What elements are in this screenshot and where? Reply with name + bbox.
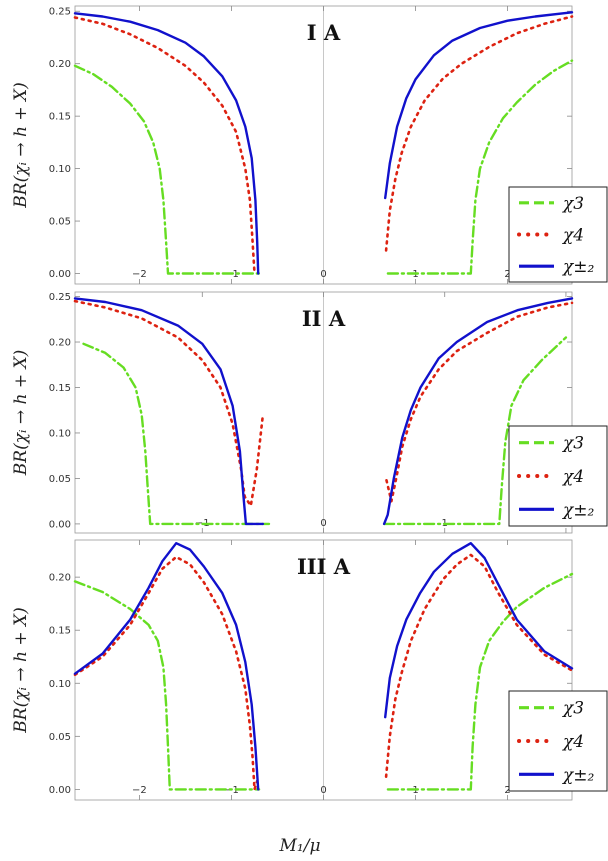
- y-tick-label: 0.00: [49, 785, 71, 796]
- y-tick-label: 0.20: [49, 573, 71, 584]
- y-tick-label: 0.00: [49, 269, 71, 280]
- y-tick-label: 0.20: [49, 59, 71, 70]
- series-line: [386, 59, 574, 275]
- panel-title: III A: [297, 554, 351, 579]
- series-line: [73, 297, 265, 526]
- x-tick-label: 0: [320, 785, 326, 796]
- y-axis-label: BR(χᵢ → h + X): [11, 82, 31, 208]
- series-line: [73, 299, 265, 507]
- legend-label: χ±₂: [562, 257, 595, 277]
- y-tick-label: 0.05: [49, 217, 71, 228]
- y-tick-label: 0.15: [49, 112, 71, 123]
- series-line: [384, 553, 574, 778]
- legend-label: χ±₂: [562, 500, 595, 520]
- series-line: [73, 555, 259, 791]
- x-tick-label: −2: [132, 785, 147, 796]
- x-tick-label: −2: [132, 269, 147, 280]
- legend: χ3 χ4 χ±₂: [508, 690, 608, 792]
- x-axis-label: M₁/μ: [279, 836, 321, 856]
- series-line: [386, 572, 574, 791]
- legend-label: χ3: [562, 194, 584, 214]
- x-tick-label: 0: [320, 518, 326, 529]
- series-line: [385, 301, 574, 503]
- series-line: [384, 11, 574, 200]
- series-line: [73, 64, 261, 275]
- x-tick-label: 2: [504, 269, 510, 280]
- panel-1: 0.000.050.100.150.200.25−2 −1 0 1 2I ABR(χᵢ …: [11, 5, 608, 285]
- series-line: [73, 542, 260, 791]
- panel-title: I A: [307, 20, 341, 45]
- y-tick-label: 0.00: [49, 519, 71, 530]
- y-tick-label: 0.25: [49, 7, 71, 18]
- y-tick-label: 0.20: [49, 338, 71, 349]
- series-line: [73, 580, 261, 791]
- legend: χ3 χ4 χ±₂: [508, 186, 608, 283]
- series-line: [382, 336, 568, 526]
- legend-label: χ3: [562, 699, 584, 719]
- series-line: [82, 342, 271, 526]
- series-line: [384, 15, 574, 252]
- y-tick-label: 0.10: [49, 164, 71, 175]
- series-line: [382, 297, 574, 526]
- legend: χ3 χ4 χ±₂: [508, 425, 608, 527]
- x-tick-label: 2: [504, 785, 510, 796]
- y-tick-label: 0.05: [49, 474, 71, 485]
- y-tick-label: 0.05: [49, 732, 71, 743]
- y-tick-label: 0.10: [49, 428, 71, 439]
- y-axis-label: BR(χᵢ → h + X): [11, 607, 31, 733]
- series-line: [384, 542, 574, 719]
- y-axis-label: BR(χᵢ → h + X): [11, 350, 31, 476]
- y-tick-label: 0.25: [49, 292, 71, 303]
- series-line: [73, 12, 260, 275]
- x-tick-label: 0: [320, 269, 326, 280]
- y-tick-label: 0.15: [49, 626, 71, 637]
- panels: 0.000.050.100.150.200.25−2 −1 0 1 2I ABR(χᵢ …: [11, 5, 608, 801]
- legend-label: χ4: [562, 467, 584, 487]
- legend-label: χ4: [562, 226, 584, 246]
- y-tick-label: 0.10: [49, 679, 71, 690]
- panel-title: II A: [302, 306, 346, 331]
- legend-label: χ3: [562, 434, 584, 454]
- legend-label: χ4: [562, 732, 584, 752]
- series-line: [73, 16, 256, 275]
- y-tick-label: 0.15: [49, 383, 71, 394]
- legend-label: χ±₂: [562, 765, 595, 785]
